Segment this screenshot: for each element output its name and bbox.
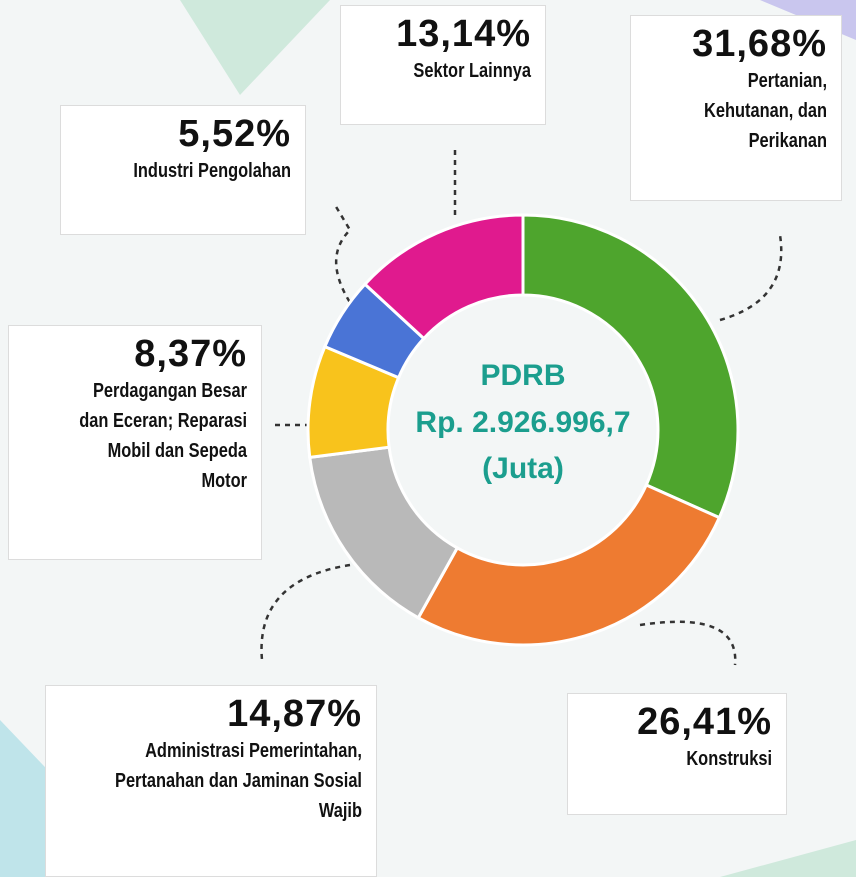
label-box: 13,14%Sektor Lainnya <box>340 5 546 125</box>
label-box: 31,68%Pertanian, Kehutanan, dan Perikana… <box>630 15 842 201</box>
label-box: 26,41%Konstruksi <box>567 693 787 815</box>
value-label: 5,52% <box>75 114 291 156</box>
category-label: Perdagangan Besar dan Eceran; Reparasi M… <box>63 376 247 496</box>
label-box: 5,52%Industri Pengolahan <box>60 105 306 235</box>
value-label: 31,68% <box>645 24 827 66</box>
value-label: 8,37% <box>23 334 247 376</box>
category-label: Administrasi Pemerintahan, Pertanahan da… <box>114 736 362 826</box>
decoration <box>180 0 330 95</box>
value-label: 13,14% <box>355 14 531 56</box>
category-label: Industri Pengolahan <box>114 156 291 186</box>
label-box: 8,37%Perdagangan Besar dan Eceran; Repar… <box>8 325 262 560</box>
value-label: 14,87% <box>60 694 362 736</box>
category-label: Sektor Lainnya <box>387 56 531 86</box>
category-label: Pertanian, Kehutanan, dan Perikanan <box>678 66 827 156</box>
label-box: 14,87%Administrasi Pemerintahan, Pertana… <box>45 685 377 877</box>
value-label: 26,41% <box>582 702 772 744</box>
page: PDRB Rp. 2.926.996,7 (Juta) 31,68%Pertan… <box>0 0 856 877</box>
decoration <box>720 840 856 877</box>
center-text: (Juta) <box>482 452 564 485</box>
center-text: PDRB <box>480 359 565 392</box>
center-text: Rp. 2.926.996,7 <box>415 406 630 439</box>
category-label: Konstruksi <box>616 744 772 774</box>
